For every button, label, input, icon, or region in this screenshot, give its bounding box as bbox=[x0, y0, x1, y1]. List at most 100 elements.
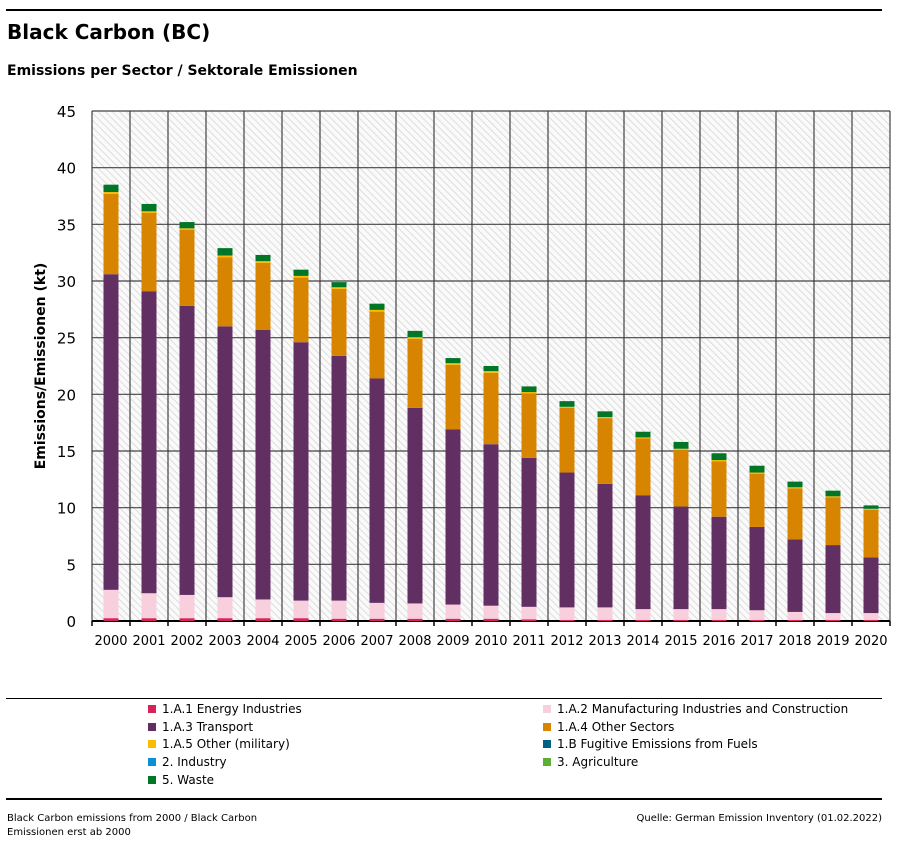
bar-segment bbox=[331, 355, 347, 601]
legend-swatch bbox=[543, 740, 551, 749]
bar-segment bbox=[521, 619, 537, 621]
bar-segment bbox=[217, 618, 233, 621]
bar-segment bbox=[521, 457, 537, 607]
bar-segment bbox=[597, 411, 613, 417]
bar-segment bbox=[331, 288, 347, 356]
bar-segment bbox=[825, 613, 841, 620]
y-tick-label: 40 bbox=[57, 160, 76, 178]
bar-segment bbox=[559, 472, 575, 608]
x-tick-label: 2012 bbox=[550, 634, 583, 649]
bar-segment bbox=[597, 483, 613, 608]
bar-segment bbox=[559, 619, 575, 621]
bar-segment bbox=[369, 311, 385, 379]
y-axis-label: Emissions/Emissionen (kt) bbox=[33, 263, 49, 470]
bar-segment bbox=[445, 358, 461, 364]
legend-rule bbox=[6, 698, 882, 699]
y-tick-label: 30 bbox=[57, 273, 76, 291]
bar-segment bbox=[407, 603, 423, 619]
bar-segment bbox=[711, 461, 727, 517]
bar-segment bbox=[255, 329, 271, 600]
bar-segment bbox=[635, 438, 651, 496]
bar-segment bbox=[331, 600, 347, 619]
x-tick-label: 2018 bbox=[778, 634, 811, 649]
bar-segment bbox=[673, 441, 689, 449]
bar-segment bbox=[559, 407, 575, 473]
legend-item: 1.A.2 Manufacturing Industries and Const… bbox=[543, 702, 848, 716]
bar-segment bbox=[711, 453, 727, 461]
bar-segment bbox=[635, 619, 651, 621]
legend-item: 3. Agriculture bbox=[543, 755, 638, 769]
legend-item: 1.A.1 Energy Industries bbox=[148, 702, 302, 716]
legend-label: 1.A.2 Manufacturing Industries and Const… bbox=[557, 702, 849, 716]
bar-segment bbox=[217, 255, 233, 258]
bar-segment bbox=[635, 437, 651, 439]
bar-segment bbox=[141, 203, 157, 212]
bar-segment bbox=[863, 505, 879, 509]
bar-segment bbox=[749, 472, 765, 474]
bar-segment bbox=[711, 619, 727, 621]
bar-segment bbox=[483, 366, 499, 372]
bar-segment bbox=[369, 378, 385, 603]
bar-segment bbox=[445, 604, 461, 619]
bar-segment bbox=[217, 597, 233, 619]
legend-swatch bbox=[543, 705, 551, 713]
x-tick-label: 2011 bbox=[512, 634, 545, 649]
legend-swatch bbox=[148, 758, 156, 767]
bar-segment bbox=[597, 418, 613, 484]
bar-segment bbox=[787, 487, 803, 489]
bar-segment bbox=[293, 275, 309, 278]
bar-segment bbox=[559, 401, 575, 407]
y-tick-label: 35 bbox=[57, 216, 76, 234]
x-tick-label: 2016 bbox=[702, 634, 735, 649]
bar-segment bbox=[103, 589, 119, 619]
y-tick-label: 5 bbox=[66, 556, 76, 574]
bar-segment bbox=[863, 508, 879, 510]
y-tick-label: 15 bbox=[57, 443, 76, 461]
legend-item: 1.A.5 Other (military) bbox=[148, 737, 290, 751]
bar-segment bbox=[673, 449, 689, 507]
x-tick-label: 2000 bbox=[94, 634, 127, 649]
x-tick-label: 2004 bbox=[246, 634, 279, 649]
bar-segment bbox=[141, 211, 157, 213]
bar-segment bbox=[673, 609, 689, 620]
bar-segment bbox=[293, 600, 309, 619]
bar-segment bbox=[711, 460, 727, 462]
footnote: Black Carbon emissions from 2000 / Black… bbox=[7, 813, 258, 838]
bar-segment bbox=[179, 618, 195, 621]
bar-segment bbox=[179, 230, 195, 306]
bar-segment bbox=[749, 526, 765, 611]
bar-segment bbox=[787, 611, 803, 620]
chart-subtitle: Emissions per Sector / Sektorale Emissio… bbox=[7, 63, 358, 79]
bar-segment bbox=[521, 393, 537, 458]
bar-segment bbox=[217, 326, 233, 598]
bar-segment bbox=[369, 618, 385, 621]
bar-segment bbox=[445, 618, 461, 621]
x-tick-label: 2019 bbox=[816, 634, 849, 649]
bottom-rule bbox=[6, 798, 882, 800]
bar-segment bbox=[179, 594, 195, 619]
bar-segment bbox=[407, 618, 423, 621]
legend-swatch bbox=[148, 722, 156, 731]
legend-swatch bbox=[543, 758, 551, 767]
bar-segment bbox=[483, 444, 499, 606]
bar-segment bbox=[749, 473, 765, 527]
bar-segment bbox=[483, 372, 499, 445]
bar-segment bbox=[483, 371, 499, 373]
legend-label: 3. Agriculture bbox=[557, 755, 639, 770]
bar-segment bbox=[749, 619, 765, 621]
legend-swatch bbox=[148, 705, 156, 713]
bar-segment bbox=[597, 619, 613, 621]
stacked-bar-chart: 0 5 10 15 20 25 30 35 40 45 2000 2001 2002 2003 2004 20… bbox=[33, 103, 891, 649]
x-tick-label: 2008 bbox=[398, 634, 431, 649]
bar-segment bbox=[179, 222, 195, 229]
bar-segment bbox=[103, 618, 119, 621]
legend-label: 1.A.4 Other Sectors bbox=[557, 719, 675, 734]
legend-swatch bbox=[148, 775, 156, 784]
bar-segment bbox=[863, 619, 879, 621]
bar-segment bbox=[331, 282, 347, 288]
bar-segment bbox=[369, 602, 385, 619]
x-tick-label: 2003 bbox=[208, 634, 241, 649]
legend-swatch bbox=[148, 740, 156, 749]
y-tick-label: 45 bbox=[57, 103, 76, 121]
